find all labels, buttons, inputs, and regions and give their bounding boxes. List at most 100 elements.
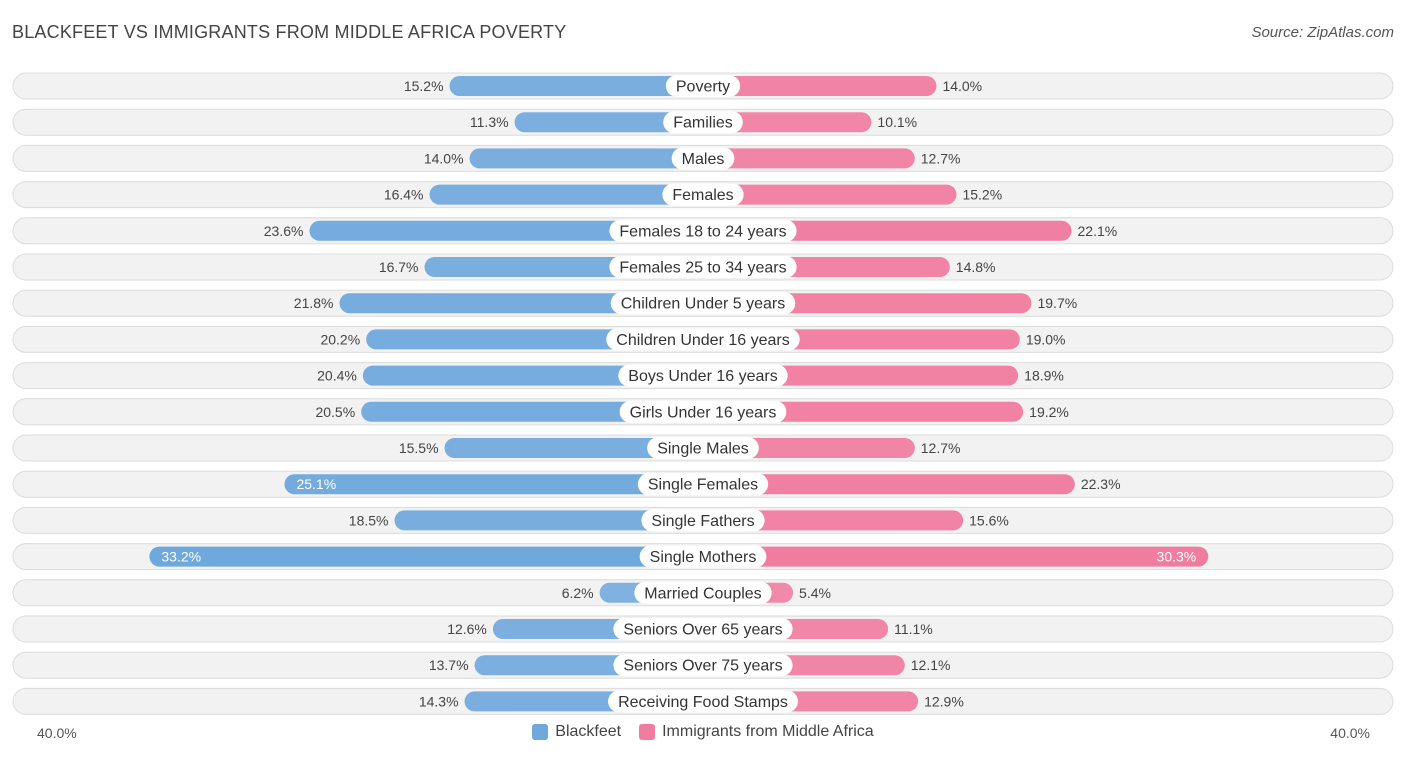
value-label-blackfeet: 14.0% bbox=[424, 150, 464, 166]
category-pill bbox=[619, 400, 787, 423]
chart-row: 14.3% 12.9% Receiving Food Stamps bbox=[12, 687, 1394, 715]
value-label-immigrants: 30.3% bbox=[1157, 549, 1197, 565]
value-label-immigrants: 22.1% bbox=[1078, 223, 1118, 239]
chart-row: 14.0% 12.7% Males bbox=[12, 144, 1394, 172]
category-pill bbox=[606, 328, 800, 351]
bar-immigrants bbox=[703, 148, 915, 169]
category-label: Boys Under 16 years bbox=[628, 368, 777, 385]
chart-row: 23.6% 22.1% Females 18 to 24 years bbox=[12, 217, 1394, 245]
category-label: Single Fathers bbox=[651, 513, 754, 530]
source-label: Source: ZipAtlas.com bbox=[1251, 24, 1394, 41]
value-label-blackfeet: 20.2% bbox=[320, 331, 360, 347]
value-label-blackfeet: 15.2% bbox=[404, 78, 444, 94]
category-label: Children Under 16 years bbox=[616, 332, 789, 349]
category-pill bbox=[609, 219, 797, 242]
category-pill bbox=[608, 690, 798, 713]
chart-row: 16.7% 14.8% Females 25 to 34 years bbox=[12, 253, 1394, 281]
chart-row: 12.6% 11.1% Seniors Over 65 years bbox=[12, 615, 1394, 643]
category-label: Families bbox=[673, 115, 733, 132]
category-label: Married Couples bbox=[644, 585, 761, 602]
bar-blackfeet bbox=[362, 365, 703, 386]
chart-row: 33.2% 30.3% Single Mothers bbox=[12, 543, 1394, 571]
value-label-blackfeet: 13.7% bbox=[429, 657, 469, 673]
bar-blackfeet bbox=[514, 112, 703, 133]
legend-item-blackfeet: Blackfeet bbox=[532, 723, 621, 741]
chart-row: 25.1% 22.3% Single Females bbox=[12, 470, 1394, 498]
category-label: Females 18 to 24 years bbox=[619, 223, 786, 240]
value-label-blackfeet: 21.8% bbox=[294, 295, 334, 311]
bar-blackfeet bbox=[394, 510, 703, 531]
chart-row: 21.8% 19.7% Children Under 5 years bbox=[12, 289, 1394, 317]
category-pill bbox=[618, 364, 788, 387]
category-label: Single Mothers bbox=[650, 549, 757, 566]
chart-row: 20.2% 19.0% Children Under 16 years bbox=[12, 325, 1394, 353]
value-label-immigrants: 15.2% bbox=[962, 187, 1002, 203]
legend-label-blackfeet: Blackfeet bbox=[555, 723, 622, 740]
value-label-blackfeet: 33.2% bbox=[161, 549, 201, 565]
bar-blackfeet bbox=[444, 438, 703, 458]
value-label-blackfeet: 25.1% bbox=[296, 476, 336, 492]
category-pill bbox=[671, 147, 735, 170]
legend: Blackfeet Immigrants from Middle Africa bbox=[0, 723, 1406, 741]
bar-blackfeet bbox=[449, 76, 703, 96]
value-label-immigrants: 22.3% bbox=[1081, 476, 1121, 492]
value-label-blackfeet: 16.7% bbox=[379, 259, 419, 275]
value-label-immigrants: 14.8% bbox=[956, 259, 996, 275]
chart-row: 15.5% 12.7% Single Males bbox=[12, 434, 1394, 462]
value-label-blackfeet: 20.5% bbox=[315, 404, 355, 420]
bar-blackfeet bbox=[469, 148, 703, 169]
chart-row: 20.5% 19.2% Girls Under 16 years bbox=[12, 398, 1394, 426]
axis-min-label: 40.0% bbox=[37, 725, 77, 741]
category-pill bbox=[662, 183, 744, 206]
value-label-immigrants: 12.7% bbox=[921, 440, 961, 456]
category-pill bbox=[613, 654, 793, 677]
category-label: Receiving Food Stamps bbox=[618, 694, 788, 711]
category-pill bbox=[610, 292, 796, 315]
bar-blackfeet bbox=[309, 220, 703, 241]
value-label-blackfeet: 6.2% bbox=[562, 585, 594, 601]
bar-blackfeet bbox=[284, 474, 703, 495]
category-pill bbox=[634, 581, 772, 604]
chart-row: 16.4% 15.2% Females bbox=[12, 181, 1394, 209]
bar-immigrants bbox=[703, 76, 937, 96]
category-label: Females 25 to 34 years bbox=[619, 260, 786, 277]
value-label-blackfeet: 18.5% bbox=[349, 512, 389, 528]
legend-swatch-blackfeet bbox=[532, 724, 549, 740]
value-label-blackfeet: 14.3% bbox=[419, 693, 459, 709]
bar-immigrants bbox=[703, 546, 1209, 567]
chart-row: 15.2% 14.0% Poverty bbox=[12, 72, 1394, 100]
chart-row: 6.2% 5.4% Married Couples bbox=[12, 579, 1394, 607]
bar-immigrants bbox=[703, 112, 872, 133]
value-label-immigrants: 18.9% bbox=[1024, 368, 1064, 384]
category-label: Seniors Over 75 years bbox=[623, 658, 782, 675]
category-pill bbox=[613, 618, 793, 640]
category-label: Seniors Over 65 years bbox=[623, 622, 782, 639]
value-label-immigrants: 11.1% bbox=[894, 621, 933, 637]
bar-immigrants bbox=[703, 474, 1075, 495]
legend-item-immigrants: Immigrants from Middle Africa bbox=[639, 723, 874, 741]
value-label-immigrants: 19.2% bbox=[1029, 404, 1069, 420]
value-label-blackfeet: 15.5% bbox=[399, 440, 439, 456]
category-pill bbox=[637, 473, 769, 496]
category-label: Single Females bbox=[648, 477, 758, 494]
category-pill bbox=[641, 509, 765, 532]
category-label: Girls Under 16 years bbox=[630, 404, 777, 421]
value-label-blackfeet: 20.4% bbox=[317, 368, 357, 384]
value-label-blackfeet: 23.6% bbox=[264, 223, 304, 239]
legend-label-immigrants: Immigrants from Middle Africa bbox=[662, 723, 874, 740]
value-label-immigrants: 10.1% bbox=[877, 114, 917, 130]
value-label-immigrants: 5.4% bbox=[799, 585, 831, 601]
value-label-immigrants: 12.9% bbox=[924, 693, 964, 709]
category-label: Single Males bbox=[657, 441, 749, 458]
chart-row: 20.4% 18.9% Boys Under 16 years bbox=[12, 362, 1394, 390]
category-pill bbox=[609, 256, 797, 278]
category-pill bbox=[665, 75, 741, 97]
chart-row: 13.7% 12.1% Seniors Over 75 years bbox=[12, 651, 1394, 679]
bar-blackfeet bbox=[429, 184, 703, 205]
axis-max-label: 40.0% bbox=[1330, 725, 1370, 741]
category-pill bbox=[647, 437, 759, 459]
value-label-blackfeet: 16.4% bbox=[384, 187, 424, 203]
category-label: Females bbox=[672, 187, 733, 204]
chart-row: 11.3% 10.1% Families bbox=[12, 108, 1394, 136]
